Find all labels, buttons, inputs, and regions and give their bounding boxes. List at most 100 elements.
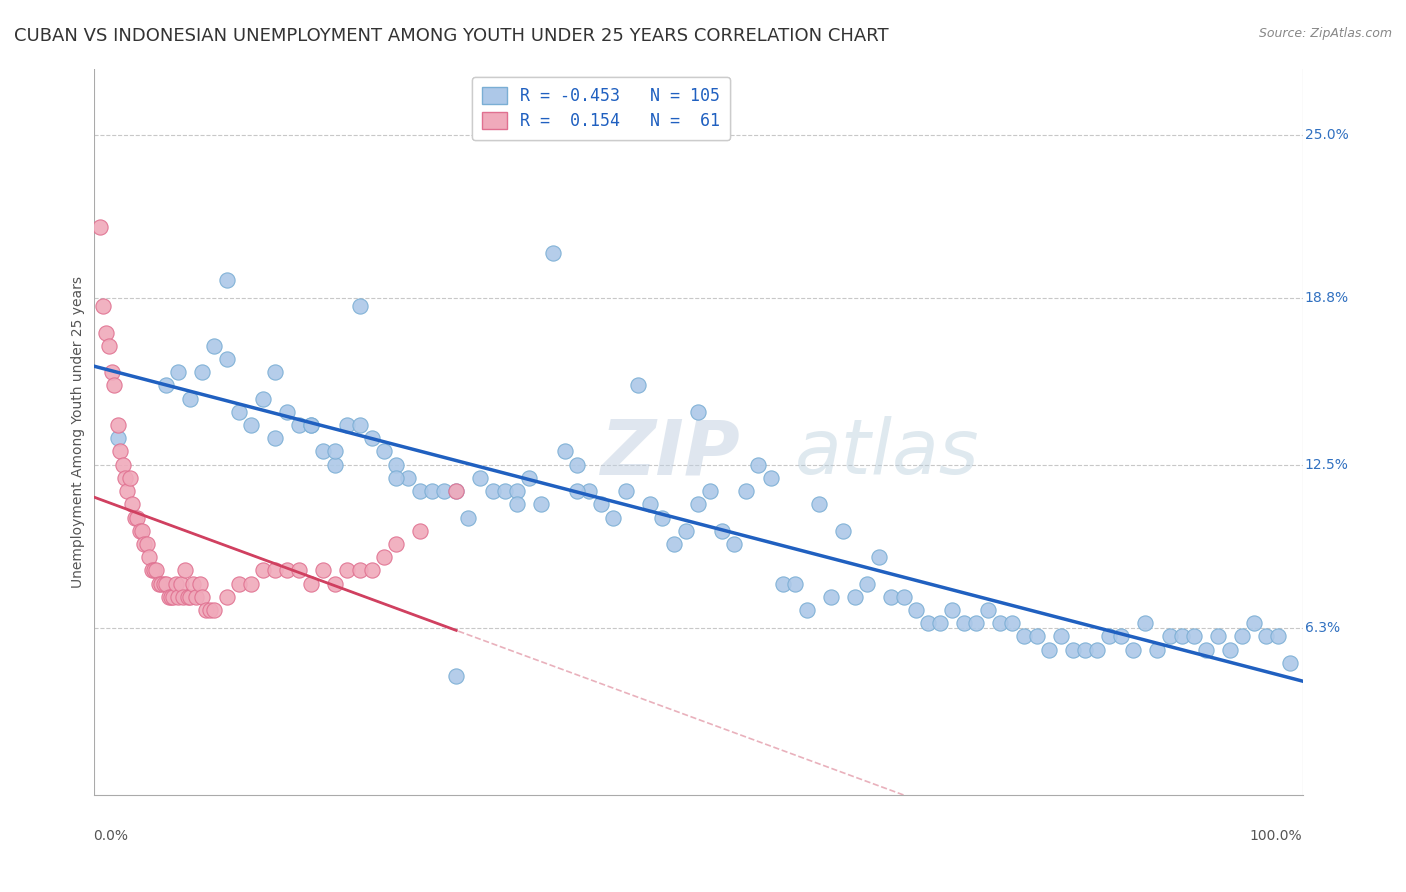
Point bbox=[204, 339, 226, 353]
Point bbox=[360, 431, 382, 445]
Text: 25.0%: 25.0% bbox=[1305, 128, 1348, 142]
Point bbox=[1159, 629, 1181, 643]
Point bbox=[373, 550, 395, 565]
Point bbox=[215, 590, 238, 604]
Point bbox=[385, 458, 408, 472]
Point bbox=[385, 471, 408, 485]
Point bbox=[494, 484, 516, 499]
Point bbox=[264, 563, 287, 577]
Point bbox=[288, 418, 311, 433]
Point bbox=[1182, 629, 1205, 643]
Point bbox=[626, 378, 648, 392]
Text: 18.8%: 18.8% bbox=[1305, 292, 1350, 305]
Point bbox=[108, 444, 131, 458]
Point bbox=[481, 484, 503, 499]
Point bbox=[150, 576, 173, 591]
Point bbox=[160, 590, 183, 604]
Text: 12.5%: 12.5% bbox=[1305, 458, 1348, 472]
Text: 6.3%: 6.3% bbox=[1305, 622, 1340, 635]
Point bbox=[420, 484, 443, 499]
Point bbox=[135, 537, 157, 551]
Point bbox=[134, 537, 156, 551]
Point bbox=[686, 497, 709, 511]
Point bbox=[409, 524, 432, 538]
Point bbox=[100, 365, 122, 379]
Point bbox=[98, 339, 121, 353]
Point bbox=[530, 497, 553, 511]
Point bbox=[276, 563, 298, 577]
Point bbox=[107, 418, 129, 433]
Point bbox=[1038, 642, 1060, 657]
Point bbox=[1062, 642, 1084, 657]
Point bbox=[1074, 642, 1097, 657]
Point bbox=[167, 365, 190, 379]
Point bbox=[114, 471, 136, 485]
Point bbox=[124, 510, 146, 524]
Legend: R = -0.453   N = 105, R =  0.154   N =  61: R = -0.453 N = 105, R = 0.154 N = 61 bbox=[472, 77, 731, 140]
Point bbox=[1098, 629, 1121, 643]
Point bbox=[1135, 616, 1157, 631]
Point bbox=[953, 616, 976, 631]
Point bbox=[138, 550, 160, 565]
Point bbox=[107, 431, 129, 445]
Point bbox=[111, 458, 134, 472]
Point bbox=[554, 444, 576, 458]
Point bbox=[686, 405, 709, 419]
Point bbox=[917, 616, 939, 631]
Point bbox=[1109, 629, 1132, 643]
Point bbox=[179, 590, 201, 604]
Point bbox=[457, 510, 479, 524]
Point bbox=[299, 418, 322, 433]
Point bbox=[772, 576, 794, 591]
Point bbox=[1243, 616, 1265, 631]
Point bbox=[565, 458, 588, 472]
Point bbox=[299, 418, 322, 433]
Point bbox=[215, 273, 238, 287]
Point bbox=[807, 497, 830, 511]
Point bbox=[1025, 629, 1047, 643]
Point bbox=[152, 576, 174, 591]
Point bbox=[117, 484, 139, 499]
Point bbox=[264, 365, 287, 379]
Point bbox=[228, 405, 250, 419]
Point bbox=[128, 524, 150, 538]
Point bbox=[1279, 656, 1302, 670]
Point bbox=[131, 524, 153, 538]
Point bbox=[143, 563, 166, 577]
Point bbox=[94, 326, 117, 340]
Point bbox=[145, 563, 167, 577]
Point bbox=[336, 418, 359, 433]
Point bbox=[1267, 629, 1289, 643]
Point bbox=[1170, 629, 1192, 643]
Point bbox=[820, 590, 842, 604]
Point bbox=[312, 444, 335, 458]
Point bbox=[856, 576, 879, 591]
Point bbox=[517, 471, 540, 485]
Point bbox=[215, 352, 238, 367]
Point bbox=[1049, 629, 1071, 643]
Text: Source: ZipAtlas.com: Source: ZipAtlas.com bbox=[1258, 27, 1392, 40]
Point bbox=[446, 669, 468, 683]
Point bbox=[155, 576, 177, 591]
Point bbox=[91, 299, 114, 313]
Point bbox=[699, 484, 721, 499]
Point bbox=[165, 576, 187, 591]
Point bbox=[174, 563, 197, 577]
Text: CUBAN VS INDONESIAN UNEMPLOYMENT AMONG YOUTH UNDER 25 YEARS CORRELATION CHART: CUBAN VS INDONESIAN UNEMPLOYMENT AMONG Y… bbox=[14, 27, 889, 45]
Point bbox=[228, 576, 250, 591]
Point bbox=[783, 576, 806, 591]
Point bbox=[252, 392, 274, 406]
Point bbox=[928, 616, 950, 631]
Point bbox=[880, 590, 903, 604]
Point bbox=[162, 590, 184, 604]
Point bbox=[505, 484, 527, 499]
Point bbox=[288, 563, 311, 577]
Point bbox=[614, 484, 637, 499]
Text: 0.0%: 0.0% bbox=[94, 830, 128, 843]
Point bbox=[1085, 642, 1108, 657]
Point bbox=[373, 444, 395, 458]
Text: atlas: atlas bbox=[794, 417, 979, 491]
Point bbox=[1219, 642, 1241, 657]
Point bbox=[759, 471, 782, 485]
Point bbox=[446, 484, 468, 499]
